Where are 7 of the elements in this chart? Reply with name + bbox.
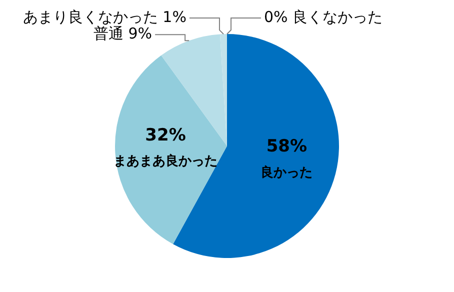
slice-label: 普通 9% [93,24,152,43]
data-label: 32% [145,125,186,146]
slice-label: まあまあ良かった [114,153,218,170]
slice-label: あまり良くなかった 1% [22,8,186,26]
data-label: 58% [266,136,308,157]
legend-label: 0% 良くなかった [264,8,383,26]
slice-label: 良かった [260,164,313,181]
